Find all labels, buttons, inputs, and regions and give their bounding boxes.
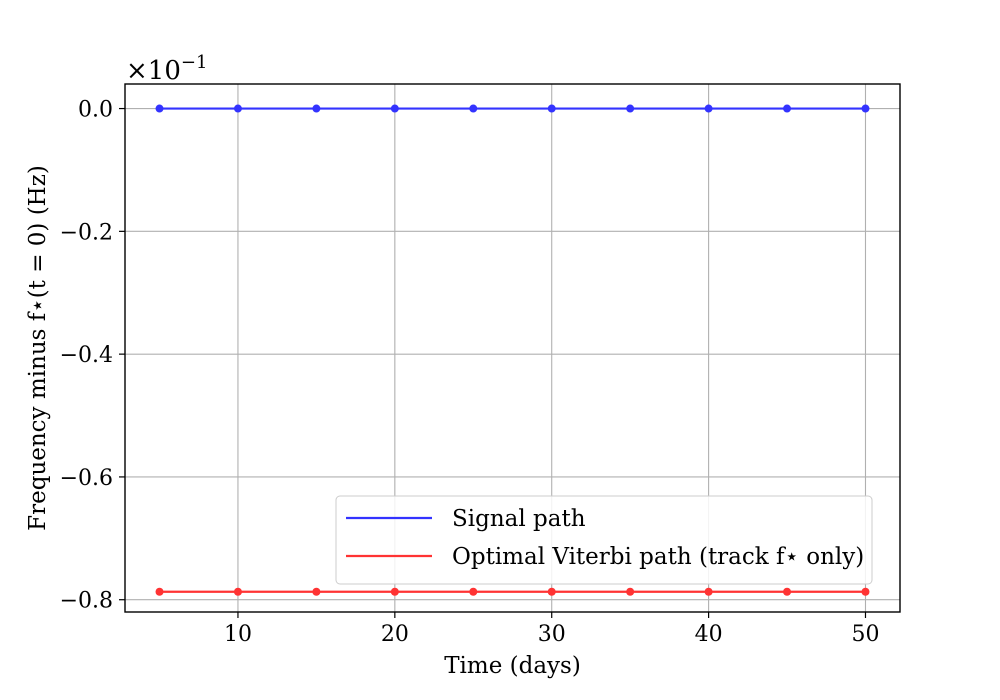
x-axis-label: Time (days) xyxy=(444,653,581,679)
legend-label-viterbi: Optimal Viterbi path (track f⋆ only) xyxy=(452,544,864,570)
x-tick-label: 20 xyxy=(381,622,409,647)
data-point xyxy=(390,587,399,596)
data-point xyxy=(469,587,478,596)
x-tick-label: 10 xyxy=(224,622,252,647)
legend-label-signal: Signal path xyxy=(452,506,586,532)
data-point xyxy=(469,104,478,113)
y-tick-label: −0.8 xyxy=(60,589,113,614)
x-tick-label: 40 xyxy=(695,622,723,647)
series-layer xyxy=(155,104,870,596)
y-scale-multiplier: ×10−1 xyxy=(126,52,207,86)
data-point xyxy=(547,104,556,113)
legend-box xyxy=(335,495,873,585)
data-point xyxy=(155,587,164,596)
data-point xyxy=(233,104,242,113)
data-point xyxy=(783,104,792,113)
data-point xyxy=(626,104,635,113)
y-tick-label: −0.6 xyxy=(60,466,113,491)
data-point xyxy=(312,587,321,596)
data-point xyxy=(704,104,713,113)
data-point xyxy=(233,587,242,596)
y-axis-label: Frequency minus f⋆(t = 0) (Hz) xyxy=(25,165,51,531)
y-tick-label: −0.4 xyxy=(60,343,113,368)
y-scale-exponent: −1 xyxy=(181,52,208,73)
x-tick-label: 30 xyxy=(538,622,566,647)
data-point xyxy=(783,587,792,596)
data-point xyxy=(704,587,713,596)
data-point xyxy=(861,104,870,113)
y-tick-label: −0.2 xyxy=(60,220,113,245)
data-point xyxy=(626,587,635,596)
data-point xyxy=(155,104,164,113)
x-tick-label: 50 xyxy=(851,622,879,647)
legend: Signal path Optimal Viterbi path (track … xyxy=(335,495,873,585)
data-point xyxy=(547,587,556,596)
plot-frame xyxy=(124,83,901,613)
data-point xyxy=(861,587,870,596)
y-scale-base: ×10 xyxy=(126,56,181,86)
y-tick-label: 0.0 xyxy=(78,98,113,123)
axis-ticks: 10 20 30 40 50 0.0 −0.2 −0.4 −0.6 −0.8 xyxy=(60,98,880,647)
data-point xyxy=(312,104,321,113)
data-point xyxy=(390,104,399,113)
